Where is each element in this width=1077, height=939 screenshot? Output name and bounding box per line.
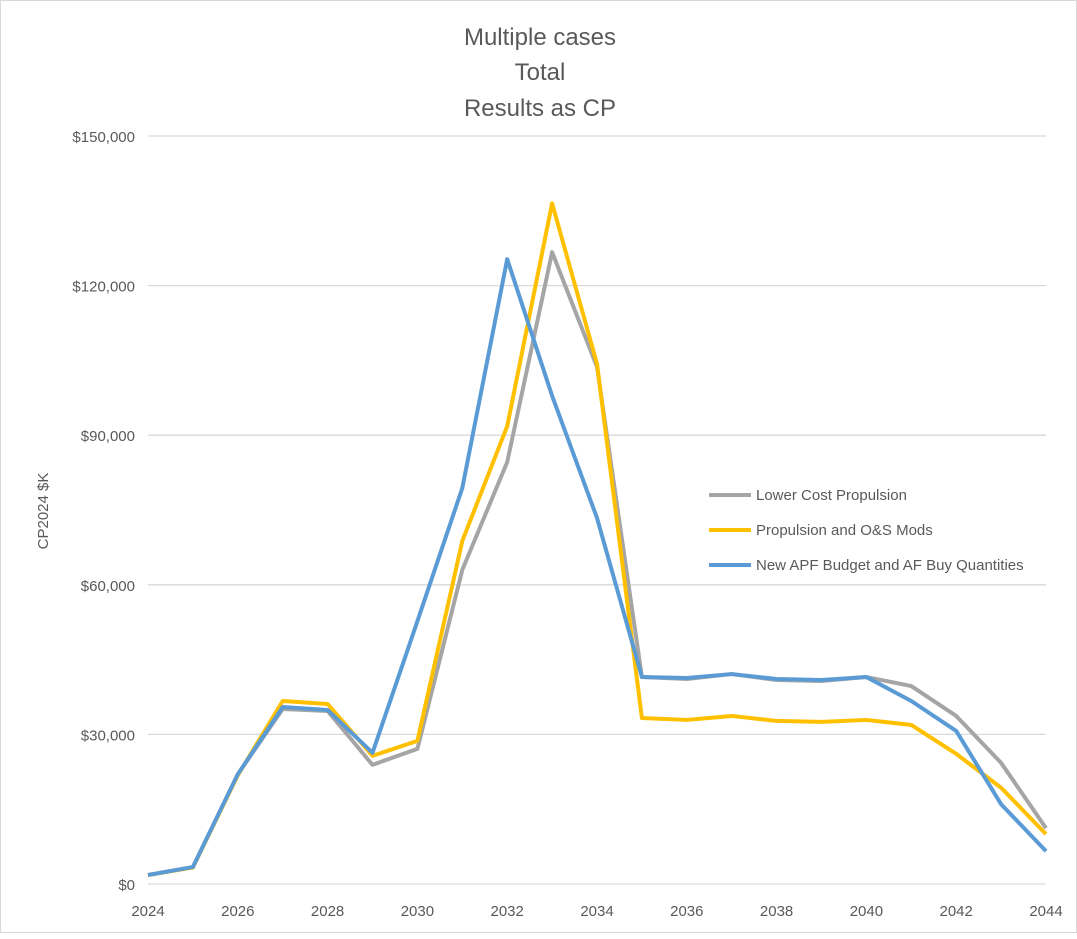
- y-tick-label: $30,000: [81, 727, 135, 744]
- y-tick-label: $60,000: [81, 578, 135, 595]
- series-line-3: [147, 257, 1048, 877]
- y-tick-label: $90,000: [81, 428, 135, 445]
- x-tick-label: 2034: [580, 903, 613, 920]
- x-tick-label: 2040: [850, 903, 883, 920]
- chart-title-line-1: Multiple cases: [464, 24, 616, 51]
- x-tick-label: 2028: [311, 903, 344, 920]
- legend-label: Lower Cost Propulsion: [756, 487, 907, 504]
- x-tick-label: 2038: [760, 903, 793, 920]
- chart-title-line-2: Total: [515, 59, 566, 86]
- x-tick-label: 2030: [401, 903, 434, 920]
- x-tick-label: 2044: [1029, 903, 1062, 920]
- legend-label: New APF Budget and AF Buy Quantities: [756, 557, 1024, 574]
- x-tick-label: 2036: [670, 903, 703, 920]
- y-tick-label: $0: [118, 877, 135, 894]
- x-tick-label: 2042: [940, 903, 973, 920]
- y-tick-label: $120,000: [72, 279, 135, 296]
- y-tick-label: $150,000: [72, 129, 135, 146]
- legend-label: Propulsion and O&S Mods: [756, 522, 933, 539]
- y-axis-label: CP2024 $K: [35, 473, 52, 550]
- x-tick-label: 2032: [491, 903, 524, 920]
- x-tick-label: 2024: [131, 903, 164, 920]
- x-tick-label: 2026: [221, 903, 254, 920]
- chart-title-line-3: Results as CP: [464, 95, 616, 122]
- series-line-2: [147, 201, 1048, 877]
